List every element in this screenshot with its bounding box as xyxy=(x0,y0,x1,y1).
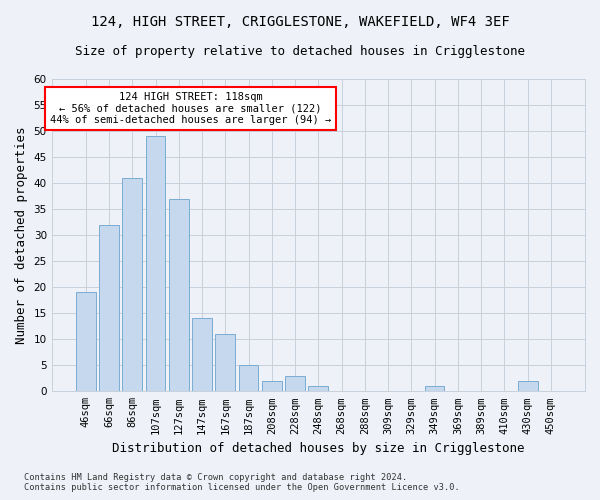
Bar xyxy=(425,386,445,392)
Bar xyxy=(146,136,166,392)
Bar xyxy=(99,224,119,392)
Text: Size of property relative to detached houses in Crigglestone: Size of property relative to detached ho… xyxy=(75,45,525,58)
Bar xyxy=(518,381,538,392)
Bar xyxy=(122,178,142,392)
Bar xyxy=(169,198,188,392)
X-axis label: Distribution of detached houses by size in Crigglestone: Distribution of detached houses by size … xyxy=(112,442,524,455)
Bar xyxy=(215,334,235,392)
Bar xyxy=(262,381,282,392)
Bar xyxy=(192,318,212,392)
Y-axis label: Number of detached properties: Number of detached properties xyxy=(15,126,28,344)
Text: 124 HIGH STREET: 118sqm
← 56% of detached houses are smaller (122)
44% of semi-d: 124 HIGH STREET: 118sqm ← 56% of detache… xyxy=(50,92,331,125)
Bar xyxy=(285,376,305,392)
Text: 124, HIGH STREET, CRIGGLESTONE, WAKEFIELD, WF4 3EF: 124, HIGH STREET, CRIGGLESTONE, WAKEFIEL… xyxy=(91,15,509,29)
Bar xyxy=(76,292,95,392)
Bar xyxy=(239,366,259,392)
Text: Contains HM Land Registry data © Crown copyright and database right 2024.
Contai: Contains HM Land Registry data © Crown c… xyxy=(24,473,460,492)
Bar xyxy=(308,386,328,392)
